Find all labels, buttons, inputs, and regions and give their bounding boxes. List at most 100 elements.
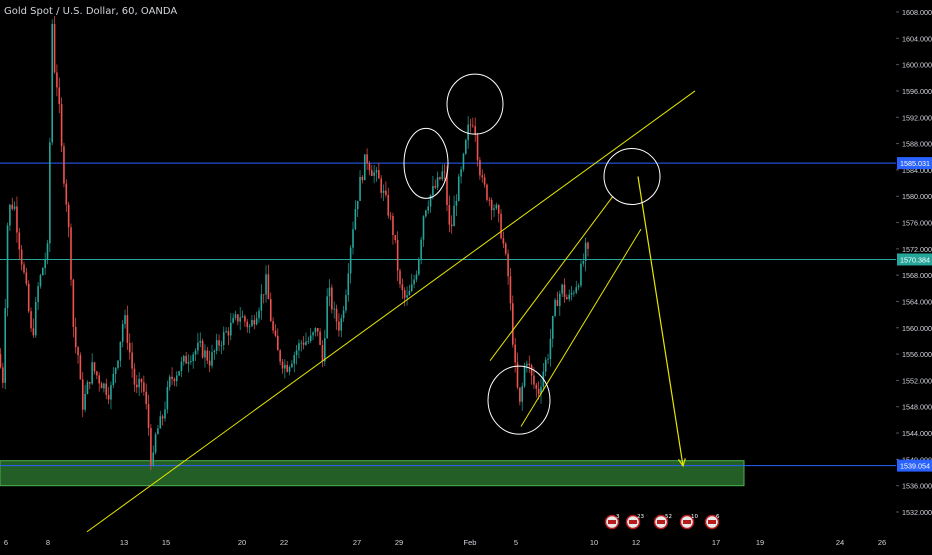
candle bbox=[194, 348, 197, 362]
candle-body bbox=[96, 371, 98, 376]
candle-body bbox=[335, 308, 338, 322]
candle bbox=[154, 432, 157, 455]
candle-body bbox=[274, 330, 277, 336]
candle bbox=[9, 203, 11, 231]
candle bbox=[13, 201, 16, 211]
candle-body bbox=[11, 204, 14, 209]
candle bbox=[164, 401, 166, 422]
candle bbox=[460, 166, 462, 184]
candle bbox=[152, 445, 155, 467]
candle bbox=[258, 307, 260, 323]
candle-body bbox=[74, 326, 77, 348]
candle bbox=[413, 274, 415, 289]
candle bbox=[27, 280, 30, 313]
candle bbox=[67, 201, 70, 238]
candle-body bbox=[213, 350, 216, 353]
candle-body bbox=[472, 125, 474, 127]
candle-body bbox=[58, 87, 61, 105]
candle-body bbox=[467, 124, 469, 141]
candle bbox=[568, 289, 570, 302]
candle bbox=[467, 116, 469, 149]
event-icon[interactable]: 23 bbox=[625, 514, 645, 530]
candle bbox=[44, 252, 46, 275]
support-zone bbox=[0, 460, 745, 487]
candle-body bbox=[206, 350, 209, 361]
candle-body bbox=[324, 338, 326, 362]
candle-body bbox=[70, 227, 72, 280]
candle-body bbox=[316, 328, 319, 332]
candle bbox=[145, 383, 147, 410]
candle bbox=[399, 268, 401, 288]
candle-body bbox=[218, 340, 220, 346]
candle-body bbox=[211, 352, 213, 366]
candle bbox=[359, 170, 361, 202]
candle bbox=[253, 314, 256, 330]
candle-body bbox=[18, 232, 21, 250]
candle bbox=[380, 175, 382, 199]
candle bbox=[89, 381, 91, 390]
candle bbox=[98, 372, 100, 392]
event-icon[interactable]: 3 bbox=[604, 514, 621, 530]
candle-body bbox=[258, 310, 260, 319]
candle-body bbox=[368, 163, 371, 171]
candle-body bbox=[422, 216, 425, 240]
candle bbox=[239, 307, 241, 331]
candle-body bbox=[20, 249, 23, 265]
candle bbox=[316, 328, 319, 337]
candle bbox=[107, 386, 110, 405]
hand-drawn-circle bbox=[603, 147, 661, 205]
down-arrow bbox=[637, 176, 686, 468]
candle bbox=[114, 367, 117, 384]
candle bbox=[230, 312, 232, 341]
candle bbox=[284, 359, 286, 379]
candle bbox=[422, 215, 425, 247]
candle bbox=[65, 179, 68, 212]
candle-body bbox=[389, 215, 392, 217]
candle bbox=[549, 328, 552, 367]
candle-body bbox=[476, 134, 479, 161]
candle bbox=[161, 414, 164, 426]
candle-body bbox=[396, 239, 399, 271]
candle-body bbox=[582, 261, 585, 264]
candle-body bbox=[44, 259, 46, 269]
candle-body bbox=[378, 170, 380, 179]
candle-body bbox=[237, 314, 239, 322]
candle-body bbox=[6, 225, 9, 309]
candle bbox=[319, 328, 321, 346]
event-icon[interactable]: 52 bbox=[653, 514, 673, 530]
channel-line bbox=[489, 195, 614, 361]
candle bbox=[502, 231, 505, 249]
candle bbox=[441, 164, 444, 182]
candle bbox=[30, 307, 32, 332]
candle bbox=[70, 223, 72, 286]
candle-body bbox=[385, 190, 387, 196]
candle-body bbox=[128, 342, 131, 353]
candle-body bbox=[269, 299, 272, 322]
candle-body bbox=[39, 275, 42, 287]
event-count: 3 bbox=[616, 514, 620, 520]
candle-body bbox=[63, 146, 65, 184]
candle-body bbox=[439, 177, 441, 180]
candle bbox=[211, 344, 213, 369]
candle bbox=[535, 382, 538, 398]
event-icon[interactable]: 6 bbox=[704, 514, 721, 530]
candle bbox=[255, 311, 258, 326]
candle-body bbox=[338, 321, 340, 331]
candle-body bbox=[533, 375, 535, 385]
event-icon[interactable]: 10 bbox=[679, 514, 699, 530]
candle-body bbox=[105, 383, 108, 395]
candle-body bbox=[406, 295, 408, 298]
y-tick-label: 1584.000 bbox=[902, 166, 932, 175]
price-label-box bbox=[897, 253, 932, 266]
price-label: 1570.384 bbox=[897, 253, 932, 266]
candle bbox=[443, 163, 446, 182]
candle-body bbox=[112, 373, 115, 386]
candle-body bbox=[436, 177, 439, 188]
price-label-text: 1585.031 bbox=[900, 159, 930, 168]
candle bbox=[110, 381, 112, 410]
candle bbox=[540, 378, 542, 404]
candle-body bbox=[178, 371, 180, 376]
candle-body bbox=[27, 283, 30, 312]
